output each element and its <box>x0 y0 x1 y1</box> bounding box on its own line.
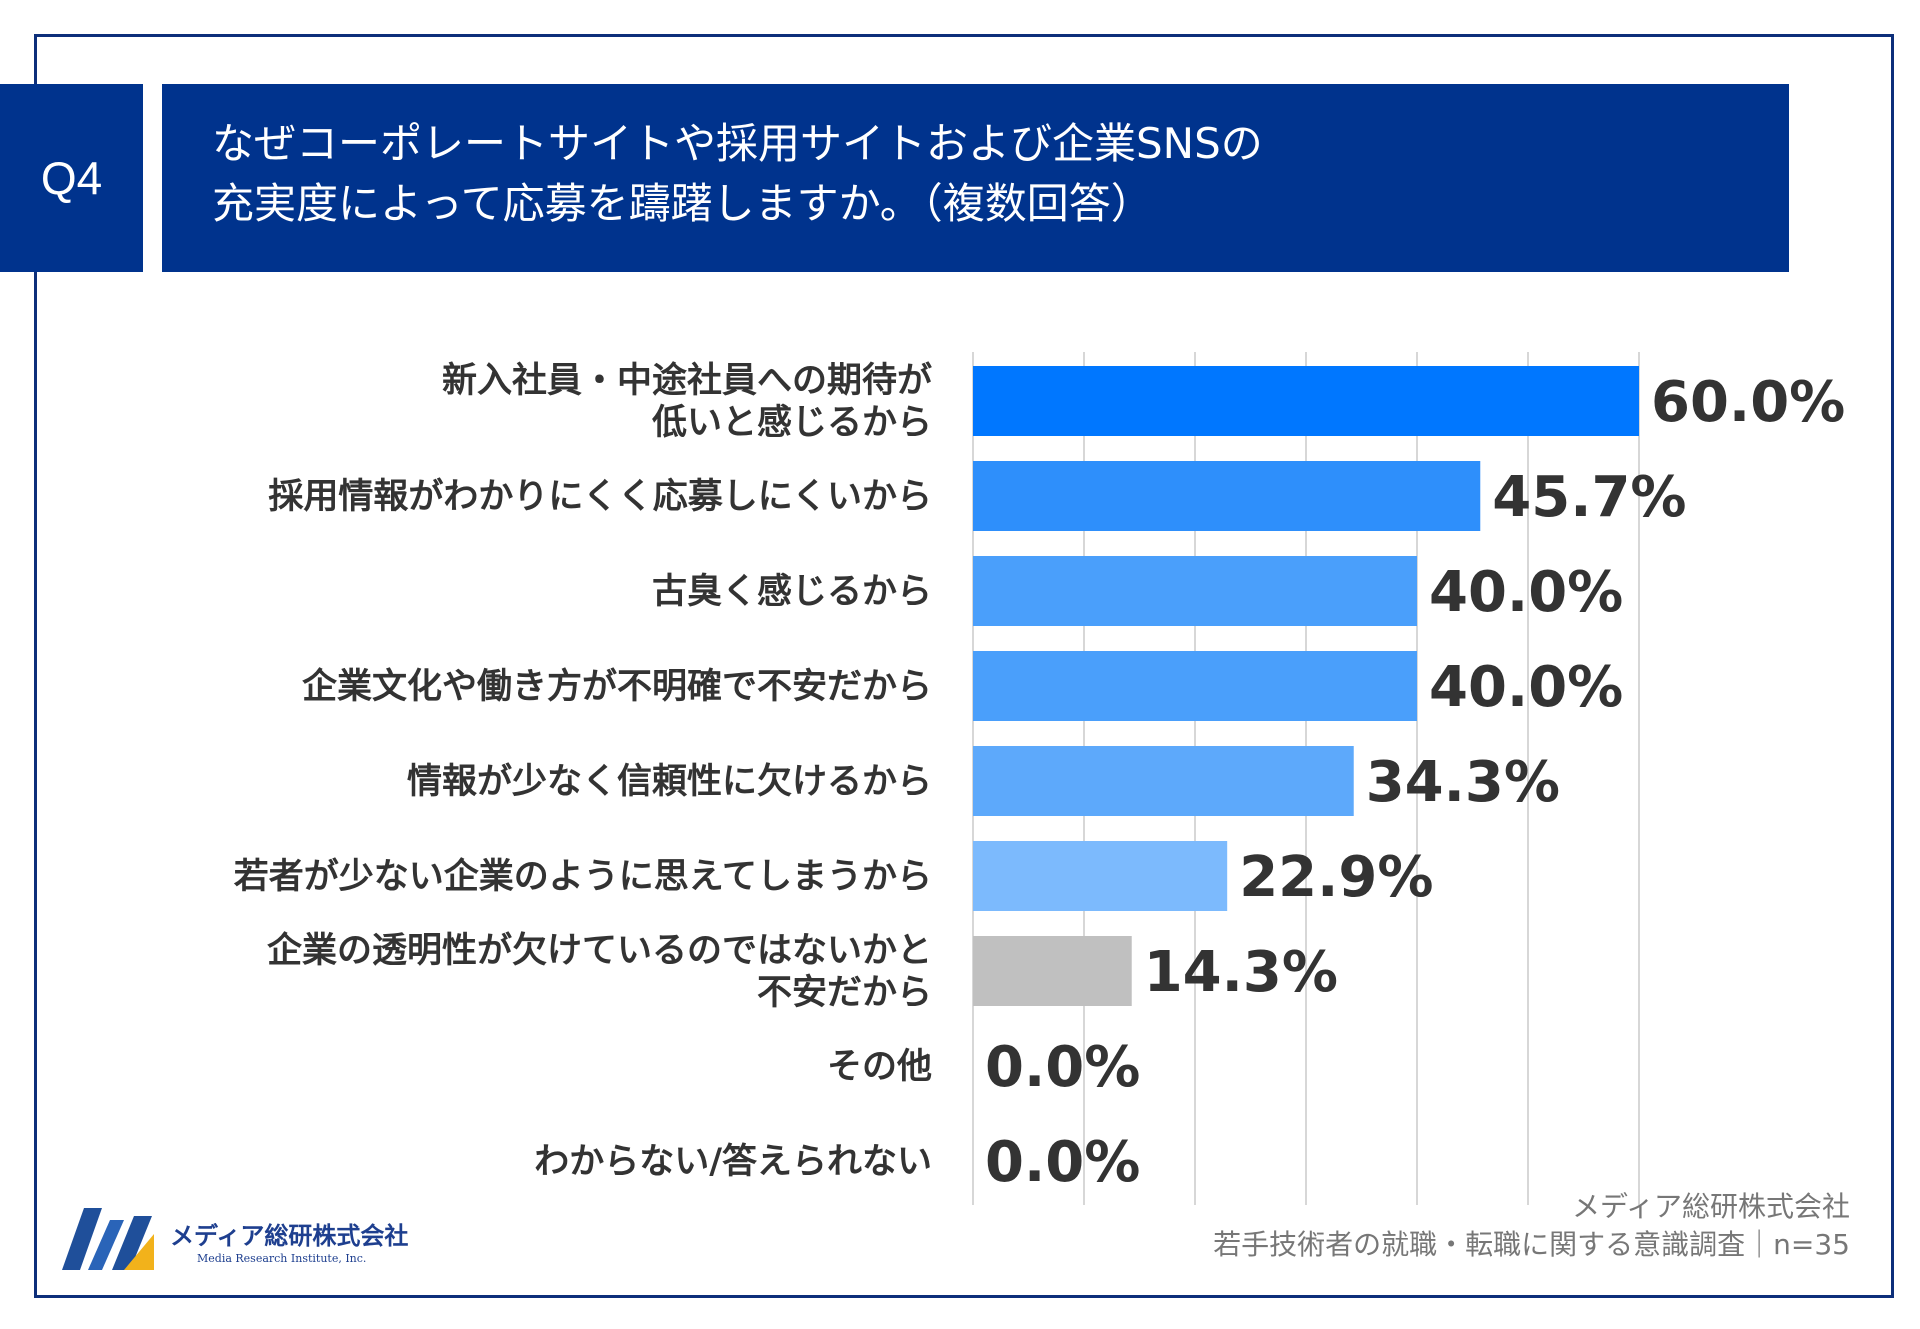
value-label: 0.0% <box>985 1130 1140 1195</box>
title-line-1: なぜコーポレートサイトや採用サイトおよび企業SNSの <box>212 119 1263 168</box>
bar <box>973 366 1639 436</box>
category-label-line: その他 <box>827 1047 932 1087</box>
bar <box>973 936 1132 1006</box>
category-label: 古臭く感じるから <box>652 572 932 612</box>
category-label-line: 企業文化や働き方が不明確で不安だから <box>302 666 932 707</box>
bar <box>973 746 1354 816</box>
value-label: 0.0% <box>985 1035 1140 1100</box>
slide-frame <box>34 34 1894 1298</box>
category-label-line: 若者が少ない企業のように思えてしまうから <box>234 856 932 897</box>
question-badge: Q4 <box>0 84 143 272</box>
footer-source: メディア総研株式会社 若手技術者の就職・転職に関する意識調査｜n=35 <box>1213 1188 1850 1264</box>
footer-company: メディア総研株式会社 <box>1571 1190 1850 1223</box>
category-label-line: 採用情報がわかりにくく応募しにくいから <box>268 477 932 517</box>
value-label: 40.0% <box>1429 655 1623 720</box>
category-label-line: 低いと感じるから <box>652 403 932 443</box>
category-label-line: 不安だから <box>757 973 932 1013</box>
category-label: 採用情報がわかりにくく応募しにくいから <box>268 477 932 517</box>
category-label-line: 古臭く感じるから <box>652 572 932 612</box>
category-label: 若者が少ない企業のように思えてしまうから <box>234 856 932 897</box>
category-label-line: わからない/答えられない <box>534 1142 932 1182</box>
category-label: 情報が少なく信頼性に欠けるから <box>407 762 932 802</box>
category-label: 新入社員・中途社員への期待が低いと感じるから <box>442 360 932 443</box>
category-label-line: 企業の透明性が欠けているのではないかと <box>267 930 932 971</box>
question-title: なぜコーポレートサイトや採用サイトおよび企業SNSの 充実度によって応募を躊躇し… <box>162 84 1789 272</box>
bar <box>973 556 1417 626</box>
category-label: 企業文化や働き方が不明確で不安だから <box>302 666 932 707</box>
value-label: 14.3% <box>1144 940 1338 1005</box>
logo-mark-icon <box>62 1208 154 1270</box>
bar <box>973 841 1228 911</box>
logo-name: メディア総研株式会社 <box>170 1222 409 1250</box>
value-label: 34.3% <box>1366 750 1560 815</box>
logo-subtitle: Media Research Institute, Inc. <box>197 1252 367 1265</box>
value-label: 22.9% <box>1239 845 1433 910</box>
bar <box>973 461 1481 531</box>
category-label: その他 <box>827 1047 932 1087</box>
company-logo: メディア総研株式会社 Media Research Institute, Inc… <box>62 1198 408 1278</box>
value-label: 45.7% <box>1492 465 1686 530</box>
category-label-line: 新入社員・中途社員への期待が <box>442 360 932 401</box>
title-line-2: 充実度によって応募を躊躇しますか。（複数回答） <box>212 179 1153 228</box>
value-label: 40.0% <box>1429 560 1623 625</box>
footer-survey: 若手技術者の就職・転職に関する意識調査｜n=35 <box>1213 1228 1850 1261</box>
category-label-line: 情報が少なく信頼性に欠けるから <box>407 762 932 802</box>
bar <box>973 651 1417 721</box>
value-label: 60.0% <box>1651 370 1845 435</box>
category-label: わからない/答えられない <box>534 1142 932 1182</box>
category-label: 企業の透明性が欠けているのではないかと不安だから <box>267 930 932 1013</box>
